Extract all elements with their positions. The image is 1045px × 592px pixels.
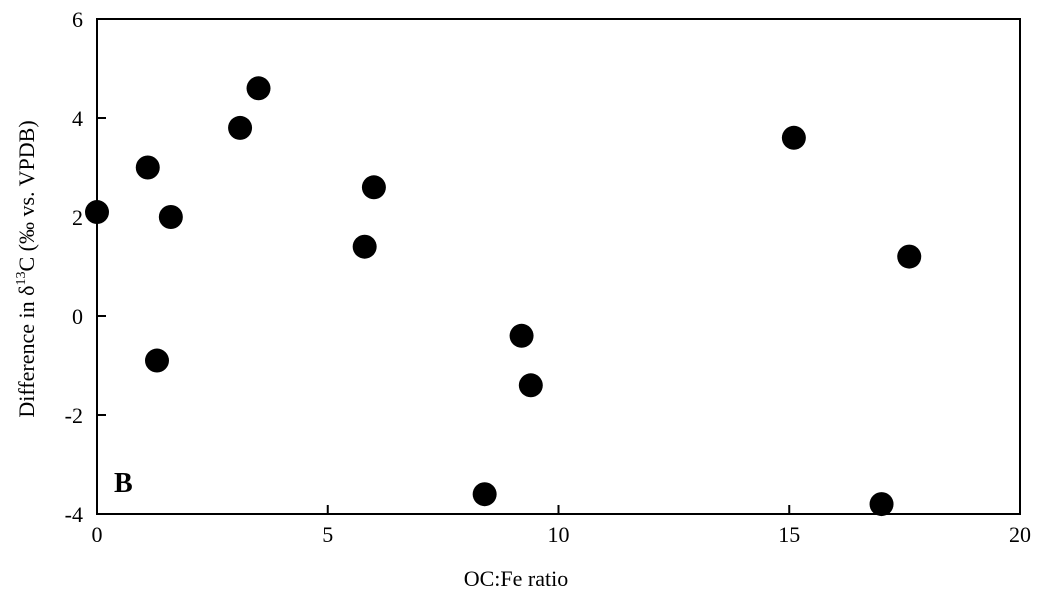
y-tick-label: -2 [65, 403, 83, 428]
data-point [472, 482, 497, 507]
data-point [144, 348, 169, 373]
data-point [246, 76, 271, 101]
data-point [869, 492, 894, 517]
x-axis-ticks: 0 5 10 15 20 [92, 505, 1031, 547]
y-axis-title-superscript: 13 [14, 272, 29, 286]
y-axis-title-suffix: C (‰ vs. VPDB) [14, 120, 39, 271]
y-axis-ticks: -4 -2 0 2 4 6 [65, 7, 106, 527]
x-tick-label: 20 [1009, 522, 1031, 547]
data-point [518, 373, 543, 398]
x-tick-label: 5 [322, 522, 333, 547]
x-tick-label: 0 [92, 522, 103, 547]
data-point [897, 244, 922, 269]
y-tick-label: 2 [72, 205, 83, 230]
y-tick-label: 4 [72, 106, 83, 131]
y-tick-label: 6 [72, 7, 83, 32]
y-axis-title: Difference in δ13C (‰ vs. VPDB) [14, 120, 39, 417]
data-point [352, 234, 377, 259]
data-point [509, 323, 534, 348]
data-point [228, 115, 253, 140]
y-axis-title-prefix: Difference in δ [14, 286, 39, 418]
panel-label: B [114, 468, 133, 499]
data-point [85, 200, 109, 225]
y-tick-label: -4 [65, 502, 83, 527]
x-tick-label: 10 [548, 522, 570, 547]
y-tick-label: 0 [72, 304, 83, 329]
data-points [85, 76, 922, 517]
data-point [158, 205, 183, 229]
data-point [135, 155, 160, 180]
x-axis-title: OC:Fe ratio [464, 566, 569, 591]
data-point [361, 175, 386, 200]
plot-frame [96, 18, 1021, 515]
x-tick-label: 15 [778, 522, 800, 547]
data-point [781, 125, 806, 150]
